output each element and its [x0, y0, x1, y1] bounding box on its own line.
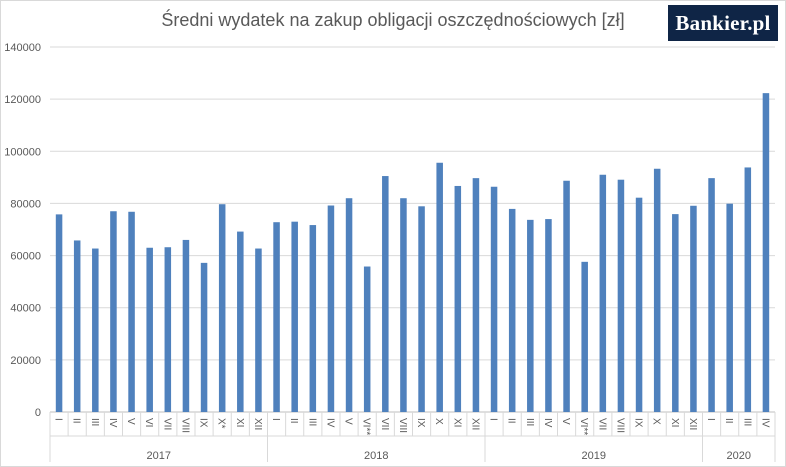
- x-tick-label: I: [270, 418, 281, 421]
- x-tick-label: XI: [234, 418, 245, 427]
- x-tick-label: VIII: [614, 418, 625, 433]
- x-tick-label: X: [433, 418, 444, 425]
- bar: [55, 214, 63, 412]
- x-tick-label: V: [343, 418, 354, 425]
- bar: [581, 261, 588, 412]
- x-tick-label: I: [488, 418, 499, 421]
- bar: [128, 211, 135, 412]
- bar: [237, 231, 244, 412]
- x-tick-label: XI: [451, 418, 462, 427]
- x-tick-label: II: [723, 418, 734, 424]
- bar: [73, 240, 81, 412]
- y-tick-label: 80000: [10, 198, 41, 210]
- bar: [291, 221, 298, 412]
- bar: [273, 222, 280, 412]
- x-tick-label: XII: [469, 418, 480, 430]
- bar: [363, 266, 371, 412]
- chart-title: Średni wydatek na zakup obligacji oszczę…: [161, 10, 625, 30]
- bar: [599, 174, 607, 412]
- x-tick-label: XII: [687, 418, 698, 430]
- x-tick-label: VI**: [361, 418, 372, 435]
- y-tick-label: 120000: [4, 94, 41, 106]
- bar: [545, 219, 552, 412]
- x-tick-label: VI: [143, 418, 154, 427]
- x-tick-label: VII: [161, 418, 172, 430]
- y-tick-label: 0: [35, 407, 41, 419]
- bar: [327, 205, 335, 412]
- bar: [563, 180, 570, 412]
- bar: [218, 204, 226, 412]
- bar: [382, 176, 389, 412]
- x-tick-label: XII: [252, 418, 263, 430]
- x-tick-label: II: [288, 418, 299, 424]
- bar: [255, 248, 262, 412]
- x-tick-label: VI**: [578, 418, 589, 435]
- bar: [309, 225, 317, 412]
- year-label: 2017: [147, 450, 171, 462]
- x-tick-label: III: [741, 418, 752, 426]
- x-tick-label: IX: [633, 418, 644, 428]
- x-tick-label: V: [125, 418, 136, 425]
- bar: [617, 179, 625, 412]
- bar: [454, 185, 462, 412]
- x-tick-label: III: [524, 418, 535, 426]
- bar: [345, 198, 353, 412]
- bar: [472, 178, 480, 412]
- bar: [762, 93, 770, 413]
- year-label: 2018: [364, 450, 388, 462]
- bar: [146, 247, 153, 412]
- bar: [400, 198, 407, 412]
- x-tick-label: IX: [198, 418, 209, 428]
- bar: [653, 168, 661, 412]
- x-tick-label: IV: [107, 418, 118, 428]
- x-tick-label: I: [705, 418, 716, 421]
- bar: [418, 206, 425, 412]
- y-tick-label: 140000: [4, 42, 41, 54]
- x-tick-label: IV: [324, 418, 335, 428]
- bar: [635, 197, 643, 412]
- x-tick-label: III: [89, 418, 100, 426]
- bar: [508, 208, 516, 412]
- bar: [182, 239, 190, 412]
- bankier-logo: Bankier.pl: [668, 5, 778, 41]
- x-tick-label: IV: [542, 418, 553, 428]
- x-tick-label: II: [71, 418, 82, 424]
- year-label: 2019: [582, 450, 606, 462]
- x-tick-label: VII: [596, 418, 607, 430]
- x-tick-label: X*: [216, 418, 227, 429]
- x-tick-label: VIII: [179, 418, 190, 433]
- y-tick-label: 100000: [4, 146, 41, 158]
- bar: [200, 262, 208, 412]
- bar: [708, 178, 715, 412]
- bar: [726, 203, 733, 412]
- bar: [110, 211, 117, 412]
- bar: [436, 162, 443, 412]
- y-tick-label: 40000: [10, 303, 41, 315]
- y-tick-label: 60000: [10, 251, 41, 263]
- x-tick-label: XI: [669, 418, 680, 427]
- x-tick-label: I: [53, 418, 64, 421]
- y-tick-label: 20000: [10, 355, 41, 367]
- bar: [490, 186, 498, 412]
- x-tick-label: IV: [759, 418, 770, 428]
- bar: [690, 205, 697, 412]
- x-tick-label: V: [560, 418, 571, 425]
- bar: [744, 167, 752, 412]
- x-tick-label: X: [651, 418, 662, 425]
- bar: [92, 248, 99, 412]
- bar: [164, 247, 172, 412]
- year-label: 2020: [727, 450, 751, 462]
- bar: [527, 219, 534, 412]
- x-tick-label: IX: [415, 418, 426, 428]
- x-tick-label: VIII: [397, 418, 408, 433]
- x-tick-label: II: [506, 418, 517, 424]
- bar: [672, 214, 679, 412]
- x-tick-label: III: [306, 418, 317, 426]
- x-tick-label: VII: [379, 418, 390, 430]
